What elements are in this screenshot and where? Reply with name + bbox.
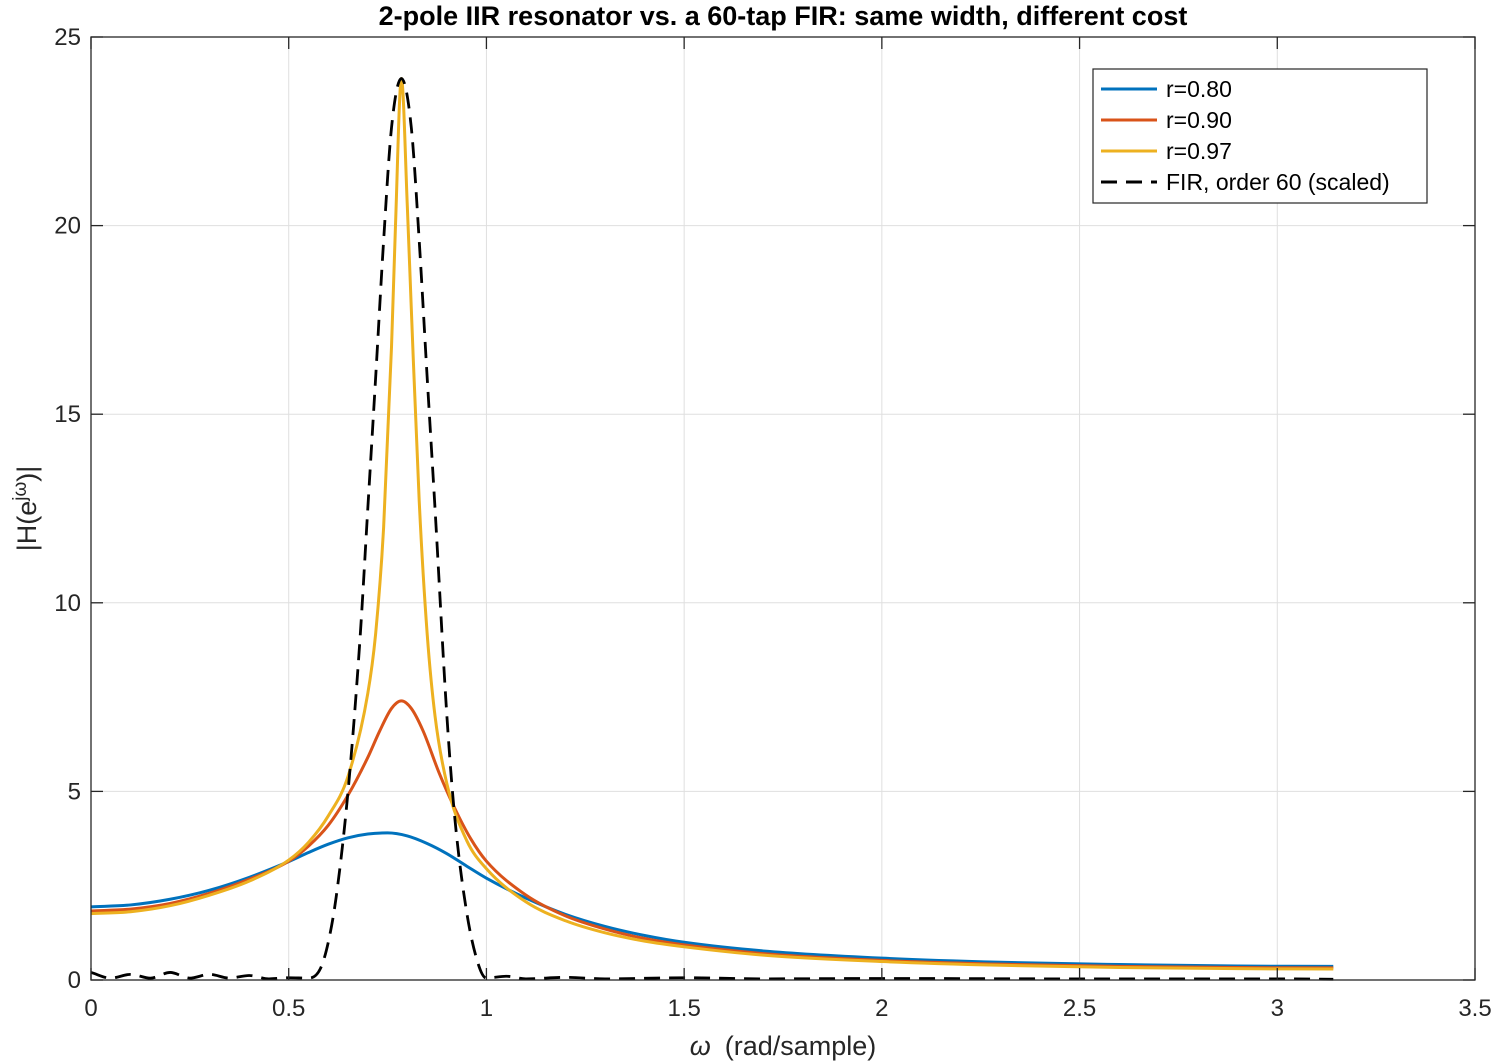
y-axis-label: |H(ejω)| <box>10 466 43 552</box>
y-tick-label: 25 <box>54 24 81 51</box>
series-fir-line <box>90 77 1334 981</box>
legend-entry-label: r=0.90 <box>1166 107 1232 133</box>
y-tick-label: 0 <box>68 967 81 994</box>
y-axis-label-base: |H(e <box>12 501 42 552</box>
x-axis-label: ω (rad/sample) <box>690 1031 877 1061</box>
x-tick-label: 2 <box>875 995 888 1022</box>
y-axis-label-superscript: jω <box>10 482 31 502</box>
x-tick-label: 3 <box>1271 995 1284 1022</box>
x-tick-label: 0 <box>84 995 97 1022</box>
x-tick-label: 1 <box>480 995 493 1022</box>
axis-ticks: 0 0.5 1 1.5 2 2.5 3 3.5 0 5 10 15 20 25 <box>54 24 1491 1022</box>
x-tick-label: 3.5 <box>1458 995 1491 1022</box>
x-axis-label-text: (rad/sample) <box>725 1031 877 1061</box>
x-tick-label: 0.5 <box>272 995 305 1022</box>
y-tick-label: 10 <box>54 590 81 617</box>
x-tick-label: 2.5 <box>1063 995 1096 1022</box>
legend: r=0.80 r=0.90 r=0.97 FIR, order 60 (scaled) <box>1092 68 1428 204</box>
legend-entry-label: r=0.97 <box>1166 138 1232 164</box>
y-tick-label: 20 <box>54 213 81 240</box>
x-axis-label-symbol: ω <box>690 1031 711 1061</box>
legend-box <box>1092 68 1428 204</box>
legend-entry-label: r=0.80 <box>1166 76 1232 102</box>
chart-title: 2-pole IIR resonator vs. a 60-tap FIR: s… <box>379 1 1188 31</box>
y-tick-label: 15 <box>54 401 81 428</box>
series-layer <box>90 76 1334 981</box>
y-axis-label-close: )| <box>12 466 42 482</box>
series-r097-line <box>90 76 1334 971</box>
y-tick-label: 5 <box>68 778 81 805</box>
x-tick-label: 1.5 <box>667 995 700 1022</box>
legend-entry-label: FIR, order 60 (scaled) <box>1166 169 1390 195</box>
axes-box <box>90 36 1476 981</box>
